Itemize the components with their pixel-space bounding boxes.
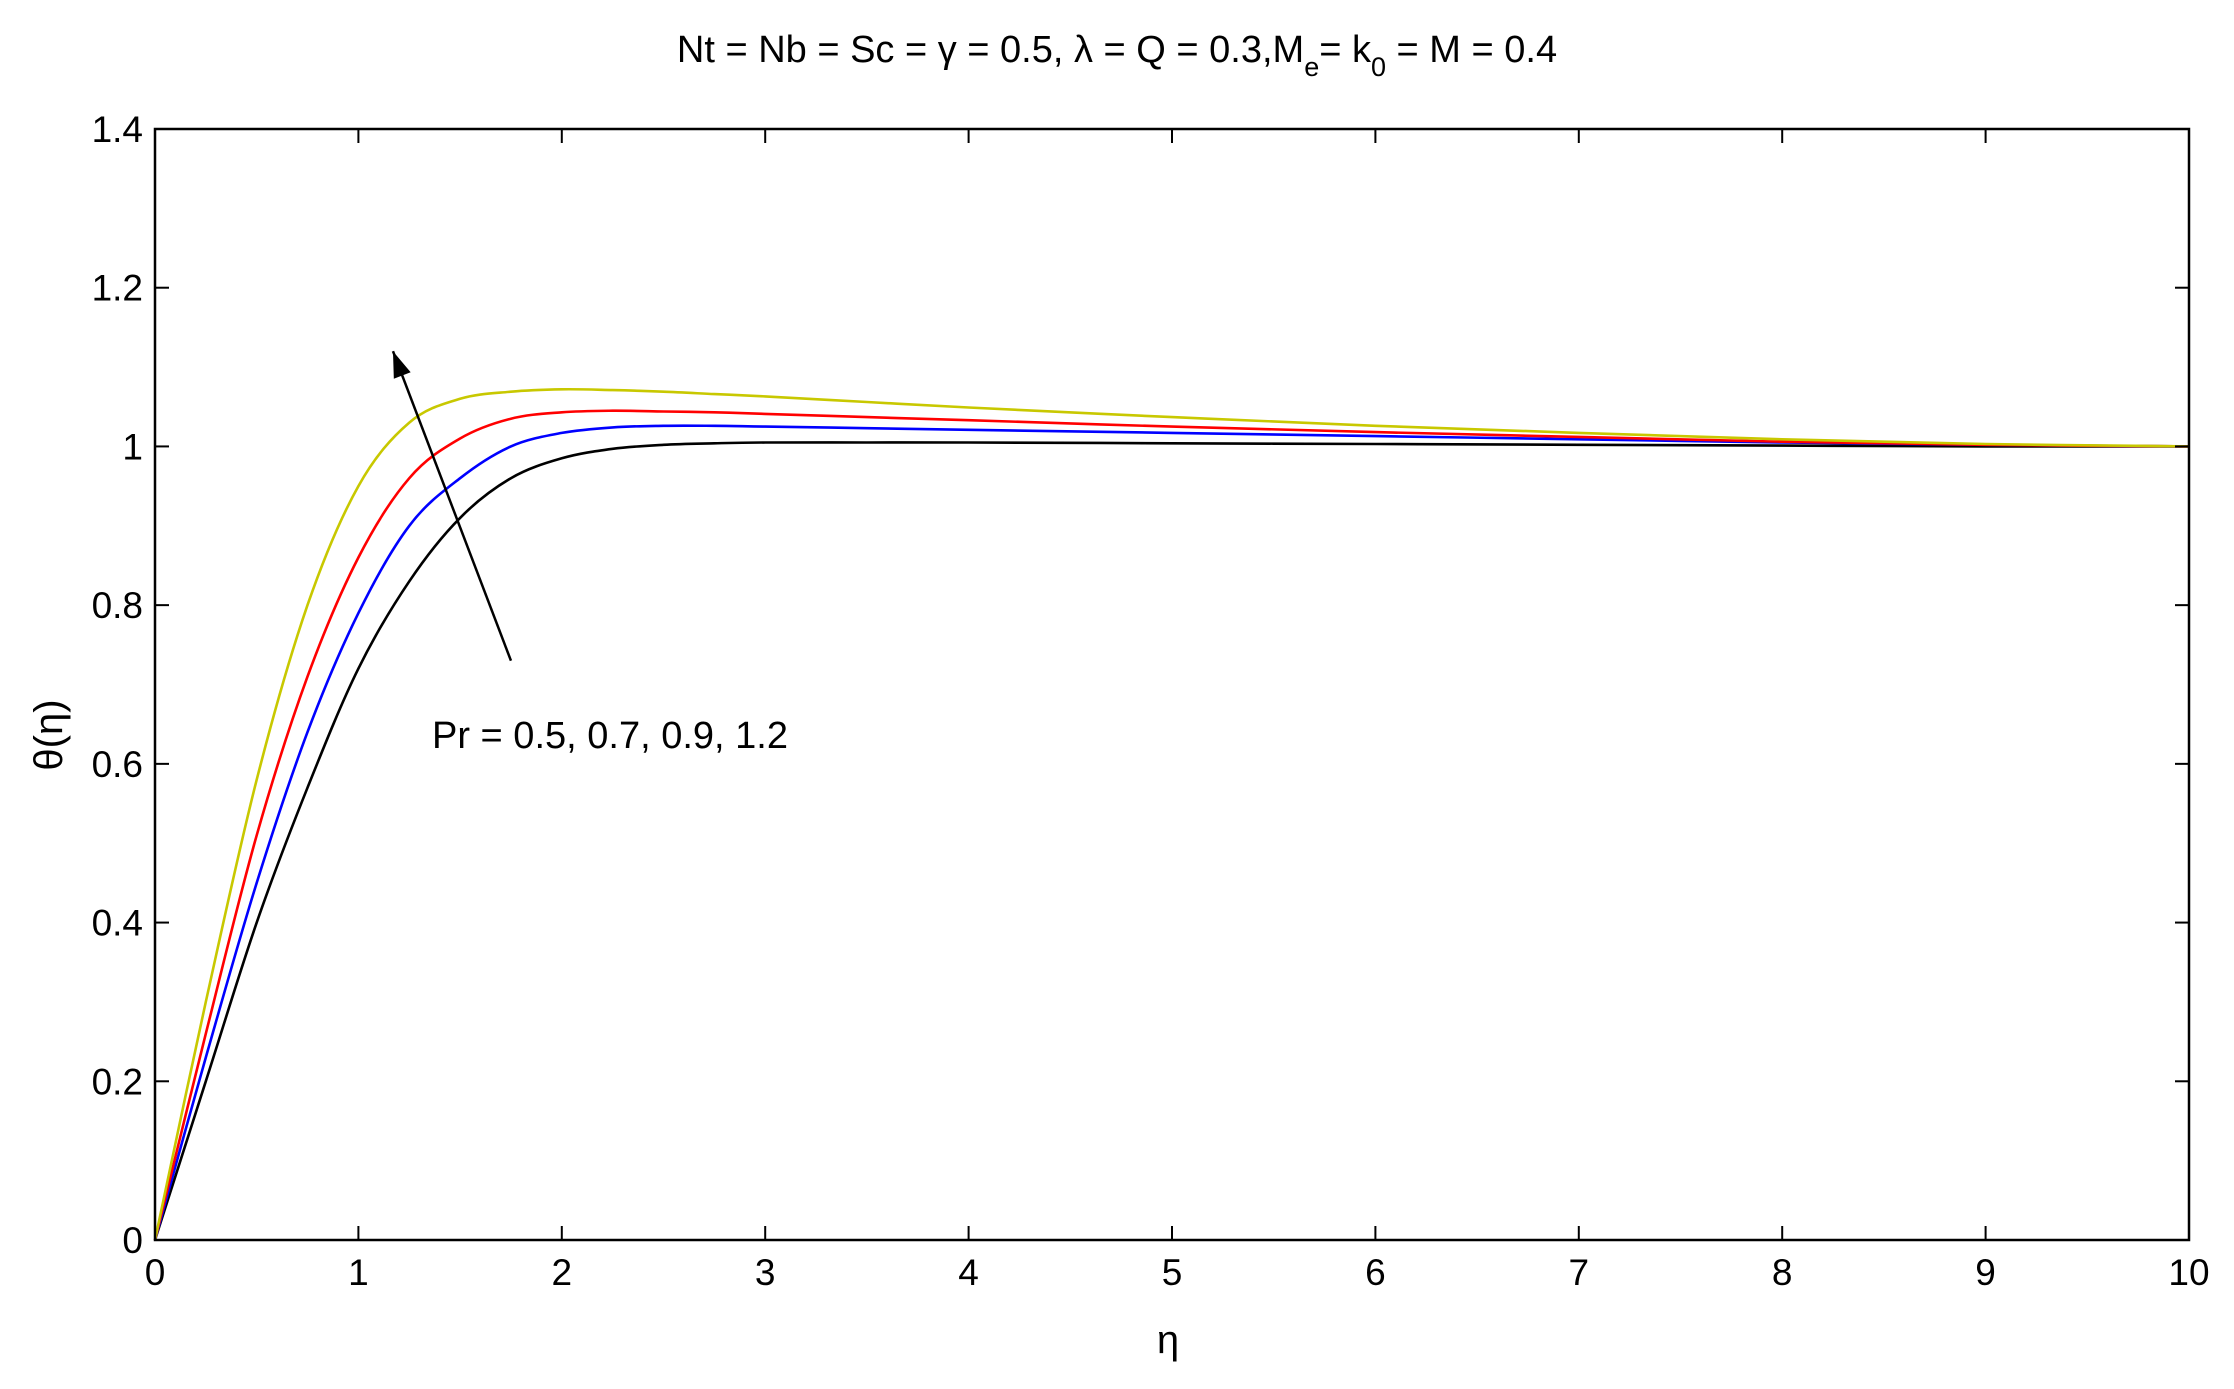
y-tick-label: 0.4 — [92, 903, 143, 944]
plot-frame — [153, 127, 2191, 1242]
x-tick-label: 0 — [145, 1252, 166, 1293]
chart-title-mid: = k — [1319, 29, 1372, 71]
series-line-4 — [153, 387, 2190, 1241]
x-tick-label: 7 — [1569, 1252, 1590, 1293]
y-tick-label: 0.8 — [92, 585, 143, 626]
chart-title-sub-0: 0 — [1371, 52, 1386, 82]
y-tick-label: 0 — [122, 1220, 143, 1261]
series-line-1 — [153, 441, 2190, 1241]
annotation-pr-values: Pr = 0.5, 0.7, 0.9, 1.2 — [432, 715, 788, 757]
x-tick-label: 9 — [1975, 1252, 1996, 1293]
x-axis-title: η — [1157, 1318, 1179, 1362]
x-tick-label: 5 — [1162, 1252, 1183, 1293]
x-tick-label: 2 — [552, 1252, 573, 1293]
x-tick-label: 6 — [1365, 1252, 1386, 1293]
y-tick-label: 1 — [122, 426, 143, 467]
annotation-arrow-shaft — [391, 350, 513, 662]
annotation-arrow-head — [392, 351, 411, 379]
y-tick-label: 0.2 — [92, 1061, 143, 1102]
series-line-2 — [153, 424, 2190, 1241]
y-tick-label: 1.2 — [92, 268, 143, 309]
chart-title-main: Nt = Nb = Sc = γ = 0.5, λ = Q = 0.3,M — [677, 29, 1304, 71]
chart-title-tail: = M = 0.4 — [1386, 29, 1557, 71]
x-tick-label: 10 — [2168, 1252, 2209, 1293]
y-tick-label: 0.6 — [92, 744, 143, 785]
x-tick-label: 4 — [958, 1252, 979, 1293]
x-tick-label: 8 — [1772, 1252, 1793, 1293]
x-tick-label: 1 — [348, 1252, 369, 1293]
y-tick-label: 1.4 — [92, 109, 143, 150]
plot-area: 0 1 2 3 4 5 6 7 8 9 10 0 0.2 0.4 0.6 0.8 1 1.2 1.4 — [92, 109, 2210, 1293]
series-line-3 — [153, 409, 2190, 1241]
chart-title-sub-e: e — [1304, 52, 1319, 82]
y-axis-title: θ(η) — [27, 699, 71, 770]
chart-title: Nt = Nb = Sc = γ = 0.5, λ = Q = 0.3,Me= … — [677, 29, 1557, 82]
x-tick-label: 3 — [755, 1252, 776, 1293]
